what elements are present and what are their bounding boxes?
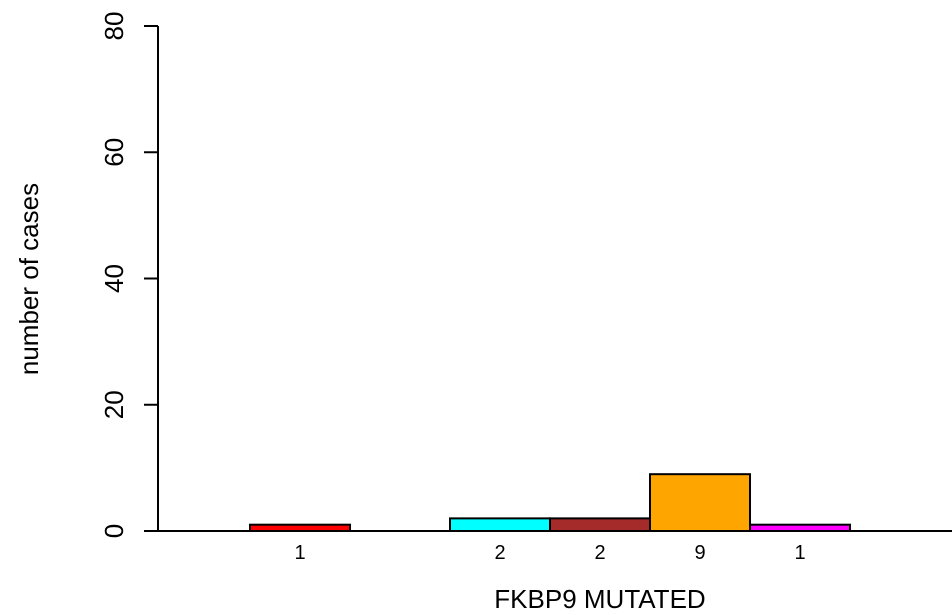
bar-count-label: 1 <box>794 542 805 564</box>
bar-count-label: 9 <box>694 542 705 564</box>
y-tick-label: 40 <box>99 264 129 293</box>
x-axis-label: FKBP9 MUTATED <box>494 584 705 614</box>
bar <box>449 517 551 532</box>
bar <box>649 473 751 532</box>
y-tick-label: 0 <box>99 524 129 538</box>
bar <box>549 517 651 532</box>
bar-labels-group: 1 2 2 9 1 <box>294 542 805 564</box>
bar-count-label: 2 <box>494 542 505 564</box>
y-axis: 0 20 40 60 80 <box>99 12 159 538</box>
y-tick-label: 80 <box>99 12 129 41</box>
y-tick-label: 20 <box>99 390 129 419</box>
y-axis-label: number of cases <box>14 183 44 375</box>
bars-group <box>249 473 851 532</box>
bar-count-label: 1 <box>294 542 305 564</box>
y-tick-label: 60 <box>99 138 129 167</box>
bar-count-label: 2 <box>594 542 605 564</box>
